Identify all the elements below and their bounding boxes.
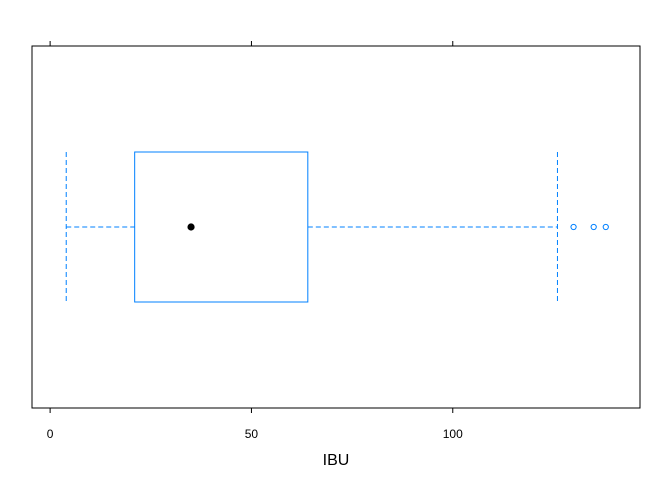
iqr-box bbox=[134, 151, 309, 303]
x-tick-label: 100 bbox=[443, 427, 463, 441]
x-tick-labels: 0 50 100 bbox=[47, 427, 463, 441]
x-tick-label: 0 bbox=[47, 427, 54, 441]
top-axis-ticks bbox=[49, 41, 454, 46]
outlier-point bbox=[570, 223, 577, 231]
boxplot-group bbox=[65, 151, 609, 303]
outlier-point bbox=[590, 223, 597, 231]
outlier-point bbox=[602, 223, 609, 231]
bottom-axis-ticks bbox=[49, 408, 454, 413]
median-dot bbox=[187, 223, 195, 231]
x-tick-label: 50 bbox=[245, 427, 259, 441]
plot-frame bbox=[31, 45, 641, 409]
x-axis-title: IBU bbox=[323, 452, 350, 469]
